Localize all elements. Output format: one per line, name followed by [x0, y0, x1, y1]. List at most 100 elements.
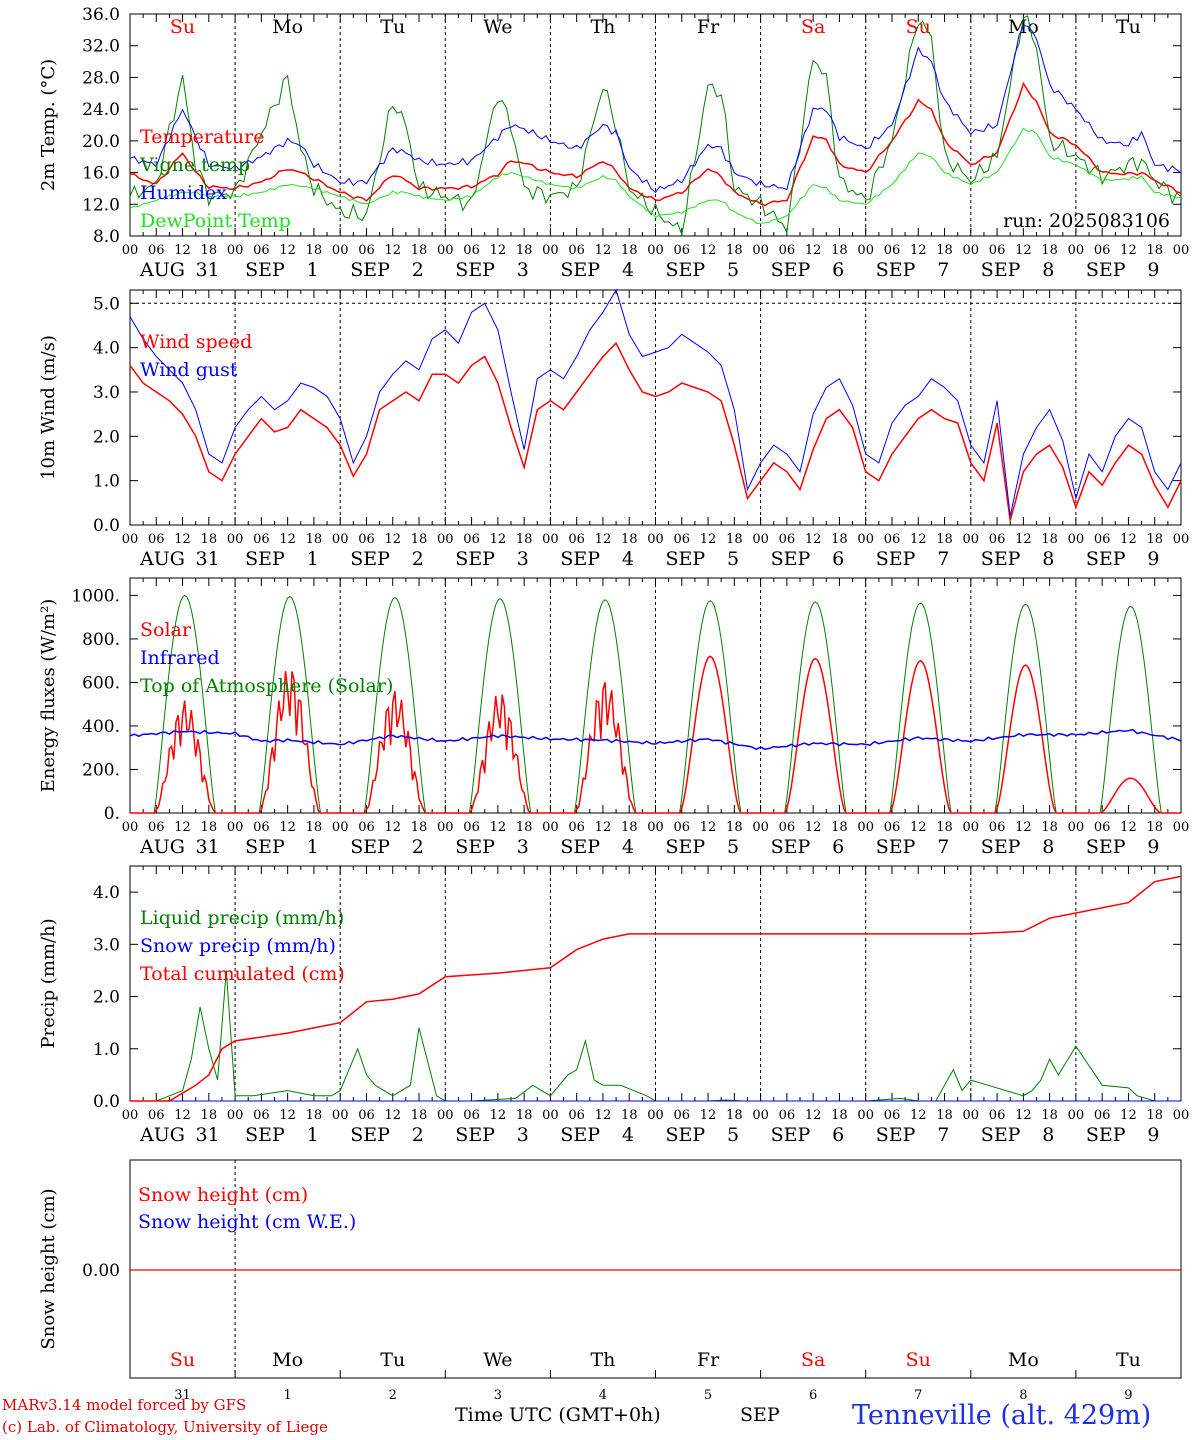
date-month-label: SEP — [350, 836, 390, 858]
date-month-label: SEP — [560, 259, 600, 281]
date-month-label: AUG — [139, 836, 185, 858]
legend-entry: Wind gust — [140, 359, 238, 381]
weekday-label-bottom: Fr — [697, 1349, 720, 1371]
hour-tick-label: 00 — [857, 820, 874, 835]
date-month-label: SEP — [876, 548, 916, 570]
legend-entry: Vigne temp — [139, 154, 250, 176]
hour-tick-label: 06 — [358, 820, 375, 835]
hour-tick-label: 18 — [726, 1108, 743, 1123]
date-month-label: SEP — [1086, 836, 1126, 858]
hour-tick-label: 00 — [122, 243, 139, 258]
date-month-label: SEP — [245, 1124, 285, 1146]
hour-tick-label: 12 — [174, 532, 191, 547]
hour-tick-label: 06 — [884, 820, 901, 835]
hour-tick-label: 00 — [542, 820, 559, 835]
legend-entry: Total cumulated (cm) — [140, 963, 345, 985]
date-day-label: 3 — [517, 548, 529, 570]
date-month-label: SEP — [350, 1124, 390, 1146]
solar-line — [130, 655, 1181, 814]
y-tick-label: 600. — [82, 673, 120, 693]
y-tick-label: 200. — [82, 760, 120, 780]
hour-tick-label: 12 — [910, 1108, 927, 1123]
date-month-label: SEP — [1086, 548, 1126, 570]
date-month-label: SEP — [1086, 1124, 1126, 1146]
legend-entry: Temperature — [140, 126, 264, 148]
date-month-label: SEP — [666, 548, 706, 570]
hour-tick-label: 00 — [647, 1108, 664, 1123]
weekday-label-bottom: Th — [590, 1349, 615, 1371]
hour-tick-label: 06 — [568, 243, 585, 258]
hour-tick-label: 12 — [595, 820, 612, 835]
date-day-label: 31 — [195, 548, 219, 570]
hour-tick-label: 18 — [306, 1108, 323, 1123]
weekday-label-bottom: We — [483, 1349, 512, 1371]
hour-tick-label: 06 — [568, 1108, 585, 1123]
hour-tick-label: 18 — [1041, 1108, 1058, 1123]
day-number-label: 8 — [1019, 1388, 1027, 1403]
hour-tick-label: 18 — [516, 243, 533, 258]
hour-tick-label: 00 — [647, 820, 664, 835]
weekday-label: Fr — [697, 16, 720, 38]
hour-tick-label: 12 — [910, 532, 927, 547]
hour-tick-label: 12 — [805, 820, 822, 835]
legend-entry: Infrared — [140, 647, 220, 669]
hour-tick-label: 00 — [1068, 820, 1085, 835]
hour-tick-label: 12 — [1120, 820, 1137, 835]
hour-tick-label: 12 — [1015, 1108, 1032, 1123]
legend-entry: Snow height (cm) — [138, 1184, 308, 1206]
hour-tick-label: 00 — [963, 532, 980, 547]
legend-entry: Snow precip (mm/h) — [140, 935, 336, 957]
hour-tick-label: 06 — [1094, 1108, 1111, 1123]
day-number-label: 6 — [809, 1388, 817, 1403]
hour-tick-label: 00 — [332, 243, 349, 258]
weekday-label-bottom: Sa — [801, 1349, 825, 1371]
hour-tick-label: 06 — [779, 820, 796, 835]
date-day-label: 2 — [412, 548, 424, 570]
date-month-label: SEP — [876, 836, 916, 858]
hour-tick-label: 00 — [227, 532, 244, 547]
hour-tick-label: 06 — [884, 243, 901, 258]
hour-tick-label: 18 — [411, 243, 428, 258]
date-day-label: 2 — [412, 1124, 424, 1146]
date-day-label: 4 — [622, 836, 634, 858]
hour-tick-label: 06 — [1094, 243, 1111, 258]
hour-tick-label: 06 — [568, 532, 585, 547]
date-month-label: SEP — [560, 836, 600, 858]
hour-tick-label: 12 — [174, 1108, 191, 1123]
date-day-label: 2 — [412, 259, 424, 281]
hour-tick-label: 18 — [726, 243, 743, 258]
hour-tick-label: 12 — [279, 243, 296, 258]
hour-tick-label: 06 — [148, 820, 165, 835]
date-day-label: 8 — [1042, 548, 1054, 570]
hour-tick-label: 00 — [857, 1108, 874, 1123]
date-day-label: 6 — [832, 836, 844, 858]
date-day-label: 6 — [832, 259, 844, 281]
hour-tick-label: 18 — [1146, 1108, 1163, 1123]
hour-tick-label: 06 — [148, 243, 165, 258]
hour-tick-label: 18 — [516, 1108, 533, 1123]
hour-tick-label: 00 — [542, 532, 559, 547]
y-tick-label: 5.0 — [93, 294, 120, 314]
hour-tick-label: 12 — [805, 243, 822, 258]
date-day-label: 8 — [1042, 836, 1054, 858]
date-day-label: 3 — [517, 836, 529, 858]
hour-tick-label: 06 — [253, 820, 270, 835]
date-day-label: 5 — [727, 836, 739, 858]
hour-tick-label: 00 — [752, 243, 769, 258]
hour-tick-label: 18 — [726, 532, 743, 547]
hour-tick-label: 18 — [411, 532, 428, 547]
hour-tick-label: 12 — [1120, 532, 1137, 547]
hour-tick-label: 06 — [568, 820, 585, 835]
lab-credit: (c) Lab. of Climatology, University of L… — [2, 1418, 328, 1436]
precip-series-2 — [130, 875, 1182, 1102]
hour-tick-label: 12 — [700, 1108, 717, 1123]
hour-tick-label: 06 — [1094, 532, 1111, 547]
y-axis-title: Precip (mm/h) — [38, 918, 59, 1048]
day-number-label: 7 — [914, 1388, 922, 1403]
hour-tick-label: 18 — [621, 243, 638, 258]
hour-tick-label: 12 — [1120, 1108, 1137, 1123]
month-label: SEP — [740, 1404, 780, 1426]
hour-tick-label: 12 — [490, 532, 507, 547]
date-day-label: 7 — [937, 1124, 949, 1146]
hour-tick-label: 12 — [384, 820, 401, 835]
